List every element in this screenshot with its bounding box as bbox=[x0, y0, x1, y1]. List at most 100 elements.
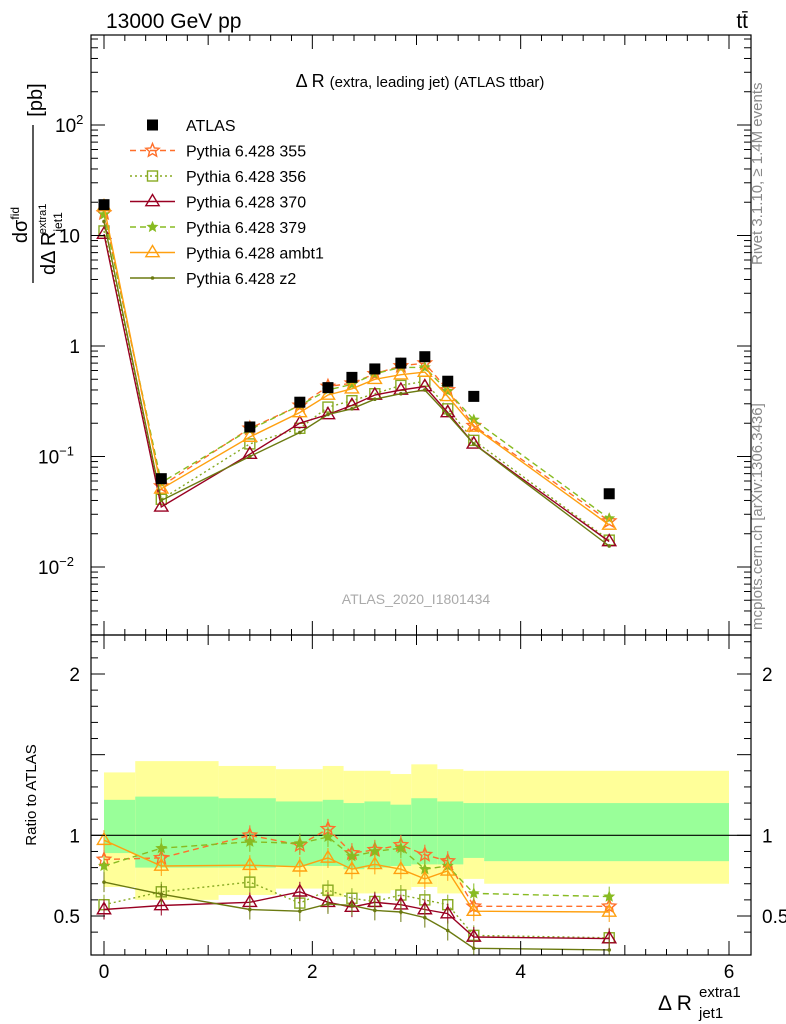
legend-marker-atlas bbox=[147, 119, 158, 131]
ratio-y-tick-label: 0.5 bbox=[54, 907, 80, 928]
main-series-point bbox=[399, 391, 403, 396]
main-series-line bbox=[103, 206, 610, 526]
ratio-series-point bbox=[399, 910, 403, 914]
main-series-point bbox=[298, 430, 302, 435]
ratio-inner-band bbox=[104, 799, 136, 854]
ratio-series-line bbox=[103, 881, 610, 951]
data-point bbox=[369, 363, 381, 375]
ratio-series-point bbox=[291, 858, 308, 872]
main-series-point bbox=[471, 442, 476, 446]
main-series-line bbox=[103, 233, 610, 543]
svg-text:extra1: extra1 bbox=[699, 984, 741, 1001]
svg-text:jet1: jet1 bbox=[698, 1005, 723, 1022]
ratio-inner-band bbox=[411, 798, 438, 865]
main-series-line bbox=[103, 221, 610, 547]
main-series-point bbox=[153, 498, 170, 512]
legend-label: Pythia 6.428 355 bbox=[186, 144, 306, 161]
ratio-series-point bbox=[373, 908, 377, 913]
ratio-series-point bbox=[465, 902, 482, 917]
x-tick-label: 6 bbox=[724, 962, 735, 983]
ratio-series-point bbox=[320, 849, 336, 863]
main-series-point bbox=[241, 445, 258, 460]
ratio-y-axis-label: Ratio to ATLAS bbox=[23, 744, 40, 845]
main-series-point bbox=[320, 386, 336, 400]
ratio-series-point bbox=[96, 831, 112, 846]
ratio-panel-frame bbox=[90, 634, 752, 956]
y-tick-label: 10−2 bbox=[38, 554, 74, 579]
ratio-series-point bbox=[607, 948, 612, 952]
main-series-line bbox=[103, 212, 610, 522]
legend-marker bbox=[144, 193, 161, 207]
header-left: 13000 GeV pp bbox=[106, 10, 241, 33]
ratio-series-point bbox=[368, 845, 381, 857]
ratio-series-point bbox=[416, 870, 433, 884]
ratio-y-tick-label-right: 2 bbox=[762, 665, 773, 686]
legend: ATLAS Pythia 6.428 355 Pythia 6.428 356 Pyt… bbox=[130, 118, 324, 288]
y-tick-label: 1 bbox=[69, 337, 80, 358]
legend-label: Pythia 6.428 379 bbox=[186, 220, 306, 237]
x-tick-label: 0 bbox=[99, 962, 110, 983]
ratio-series-point bbox=[102, 880, 106, 884]
ratio-series-point bbox=[155, 841, 168, 854]
data-point bbox=[346, 371, 358, 383]
main-series-point bbox=[102, 219, 106, 224]
ratio-series-point bbox=[298, 909, 302, 913]
main-series-point bbox=[241, 428, 258, 442]
main-series-point bbox=[350, 407, 354, 411]
main-series-point bbox=[601, 516, 618, 530]
ratio-series-point bbox=[291, 883, 308, 897]
ratio-series-point bbox=[344, 860, 360, 875]
legend-label: Pythia 6.428 356 bbox=[186, 169, 306, 186]
ratio-inner-band bbox=[463, 803, 485, 858]
ratio-series-point bbox=[416, 845, 434, 862]
svg-text:[pb]: [pb] bbox=[25, 83, 47, 116]
ratio-series-point bbox=[601, 903, 618, 917]
ratio-series-point bbox=[96, 901, 112, 915]
ratio-series-point bbox=[439, 862, 456, 876]
ratio-series-point bbox=[321, 830, 334, 843]
data-point bbox=[155, 473, 167, 485]
ratio-series-point bbox=[326, 902, 330, 906]
ratio-series-point bbox=[603, 890, 616, 902]
main-series-point bbox=[326, 412, 330, 417]
ratio-inner-band bbox=[437, 801, 464, 865]
legend-marker bbox=[150, 276, 155, 280]
data-point bbox=[98, 199, 110, 211]
x-tick-label: 2 bbox=[307, 962, 318, 983]
main-series-point bbox=[416, 363, 433, 378]
main-series-point bbox=[607, 544, 612, 548]
main-series-point bbox=[465, 435, 482, 449]
ratio-series-point bbox=[445, 928, 450, 933]
main-series-point bbox=[423, 388, 427, 392]
main-series-point bbox=[159, 498, 164, 503]
legend-marker bbox=[146, 220, 159, 233]
x-tick-label: 4 bbox=[515, 962, 526, 983]
ratio-axis-ticks: 0.5 0.5 1 1 2 2 0 2 4 6 bbox=[54, 635, 786, 983]
main-series-point bbox=[96, 225, 112, 239]
main-series-point bbox=[291, 404, 308, 418]
ratio-y-tick-label: 1 bbox=[69, 826, 80, 847]
legend-marker bbox=[146, 170, 159, 182]
legend-label: Pythia 6.428 370 bbox=[186, 195, 306, 212]
ratio-y-tick-label: 2 bbox=[69, 665, 80, 686]
main-series-point bbox=[248, 454, 252, 459]
analysis-watermark: ATLAS_2020_I1801434 bbox=[342, 591, 491, 607]
main-series-point bbox=[373, 397, 377, 402]
ratio-series-point bbox=[97, 859, 111, 872]
main-series-group bbox=[95, 198, 618, 548]
main-series-point bbox=[392, 366, 409, 380]
ratio-series-point bbox=[241, 856, 258, 871]
ratio-series-point bbox=[159, 892, 164, 897]
legend-label: Pythia 6.428 z2 bbox=[186, 271, 296, 288]
main-axis-ticks: 10−2 10−1 1 10 102 bbox=[38, 35, 751, 635]
legend-label: Pythia 6.428 ambt1 bbox=[186, 246, 324, 263]
ratio-y-tick-label-right: 1 bbox=[762, 826, 773, 847]
ratio-series-point bbox=[471, 946, 476, 951]
main-y-axis-label: dσfid dΔ Rjet1extra1 [pb] bbox=[8, 83, 65, 283]
ratio-series-point bbox=[244, 876, 256, 888]
main-series-point bbox=[465, 418, 482, 432]
ratio-series-line bbox=[103, 828, 610, 907]
ratio-series-point bbox=[423, 915, 427, 920]
main-series-point bbox=[291, 414, 308, 429]
data-point bbox=[395, 357, 407, 369]
